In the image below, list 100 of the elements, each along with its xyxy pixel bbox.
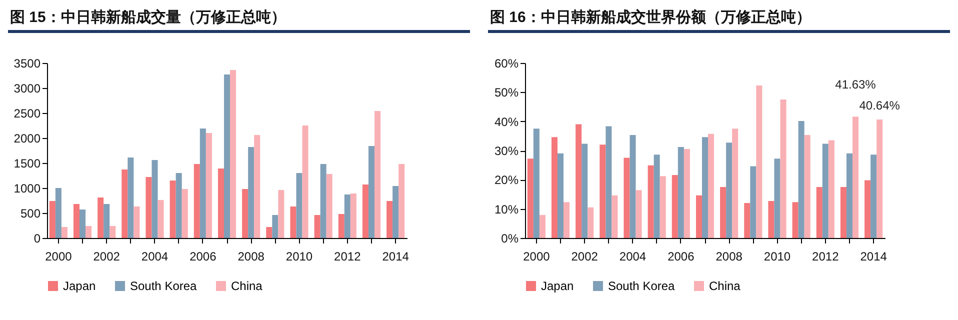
bar bbox=[392, 186, 399, 238]
y-tick-label: 3000 bbox=[14, 82, 41, 96]
bar bbox=[870, 154, 877, 238]
bar bbox=[104, 204, 110, 238]
bar bbox=[564, 202, 570, 238]
x-tick-label: 2008 bbox=[238, 250, 265, 264]
bar bbox=[230, 70, 236, 238]
legend-label: Japan bbox=[541, 279, 574, 293]
bar bbox=[606, 126, 612, 238]
legend-label: Japan bbox=[63, 279, 96, 293]
bar bbox=[846, 153, 852, 238]
bar bbox=[678, 147, 684, 238]
bar bbox=[774, 158, 780, 238]
bar bbox=[98, 198, 104, 238]
x-tick-label: 2000 bbox=[523, 250, 550, 264]
bar bbox=[558, 153, 564, 238]
bar bbox=[49, 201, 56, 238]
y-tick-label: 2500 bbox=[14, 106, 41, 120]
bar bbox=[828, 140, 834, 238]
bar bbox=[588, 207, 594, 238]
bar bbox=[702, 137, 708, 238]
x-tick-label: 2004 bbox=[141, 250, 168, 264]
y-tick-label: 20% bbox=[494, 173, 519, 188]
legend-label: China bbox=[231, 279, 263, 293]
bar bbox=[362, 184, 368, 238]
y-tick-label: 2000 bbox=[14, 132, 41, 146]
bar bbox=[290, 206, 296, 238]
bar bbox=[840, 186, 846, 238]
bar bbox=[527, 158, 534, 238]
bar bbox=[876, 119, 883, 238]
bar bbox=[732, 128, 738, 238]
bar bbox=[750, 166, 756, 238]
bar bbox=[254, 135, 260, 238]
bar bbox=[624, 158, 630, 238]
y-tick-label: 30% bbox=[494, 144, 519, 158]
y-tick-label: 50% bbox=[494, 86, 519, 100]
bar bbox=[326, 174, 332, 238]
bar bbox=[822, 144, 828, 238]
bar bbox=[61, 227, 68, 238]
bar bbox=[278, 190, 284, 238]
x-tick-label: 2012 bbox=[812, 250, 840, 264]
y-tick-label: 10% bbox=[494, 202, 519, 216]
x-tick-label: 2012 bbox=[334, 250, 362, 264]
bar bbox=[266, 227, 272, 238]
bar bbox=[726, 142, 732, 238]
x-tick-label: 2006 bbox=[668, 250, 695, 264]
bar bbox=[660, 176, 666, 238]
bar bbox=[350, 194, 356, 238]
bar bbox=[756, 85, 762, 238]
bar bbox=[636, 190, 642, 238]
x-tick-label: 2014 bbox=[860, 250, 888, 264]
y-tick-label: 1500 bbox=[14, 156, 41, 170]
bar bbox=[551, 137, 558, 238]
data-label: 41.63% bbox=[835, 78, 876, 92]
x-tick-label: 2002 bbox=[571, 250, 598, 264]
bar bbox=[386, 201, 393, 238]
bar bbox=[55, 188, 62, 238]
data-label: 40.64% bbox=[859, 98, 900, 112]
bar bbox=[720, 186, 726, 238]
bar bbox=[612, 195, 618, 238]
bar bbox=[146, 177, 152, 238]
bar bbox=[302, 126, 308, 238]
bar bbox=[73, 204, 80, 238]
bar bbox=[398, 164, 405, 238]
y-tick-label: 0 bbox=[34, 232, 41, 246]
bar bbox=[576, 124, 582, 238]
bar bbox=[176, 173, 182, 238]
legend-label: South Korea bbox=[608, 279, 676, 293]
chart-title: 图 16：中日韩新船成交世界份额（万修正总吨） bbox=[488, 4, 950, 33]
bar bbox=[798, 121, 804, 238]
bar bbox=[780, 99, 786, 238]
bar bbox=[242, 189, 248, 238]
x-tick-label: 2010 bbox=[764, 250, 791, 264]
y-tick-label: 1000 bbox=[14, 182, 41, 196]
legend-label: South Korea bbox=[130, 279, 198, 293]
bar bbox=[648, 165, 654, 238]
x-tick-label: 2008 bbox=[716, 250, 743, 264]
bar bbox=[696, 195, 702, 238]
bar bbox=[684, 149, 690, 238]
bar bbox=[768, 200, 774, 238]
bar bbox=[128, 158, 134, 238]
bar bbox=[194, 164, 200, 238]
bar bbox=[80, 210, 86, 238]
bar bbox=[122, 170, 128, 238]
bar bbox=[852, 116, 859, 238]
bar bbox=[708, 134, 714, 238]
bar bbox=[248, 147, 254, 238]
bar bbox=[218, 168, 224, 238]
bar bbox=[344, 194, 350, 238]
bar bbox=[314, 215, 320, 238]
bar bbox=[533, 128, 540, 238]
bar bbox=[744, 203, 750, 238]
y-tick-label: 3500 bbox=[14, 56, 41, 70]
x-tick-label: 2002 bbox=[93, 250, 120, 264]
chart-title: 图 15：中日韩新船成交量（万修正总吨） bbox=[8, 4, 470, 33]
bar bbox=[539, 214, 546, 238]
bar bbox=[272, 215, 278, 238]
bar bbox=[792, 202, 798, 238]
bar bbox=[152, 160, 158, 238]
x-tick-label: 2006 bbox=[190, 250, 217, 264]
